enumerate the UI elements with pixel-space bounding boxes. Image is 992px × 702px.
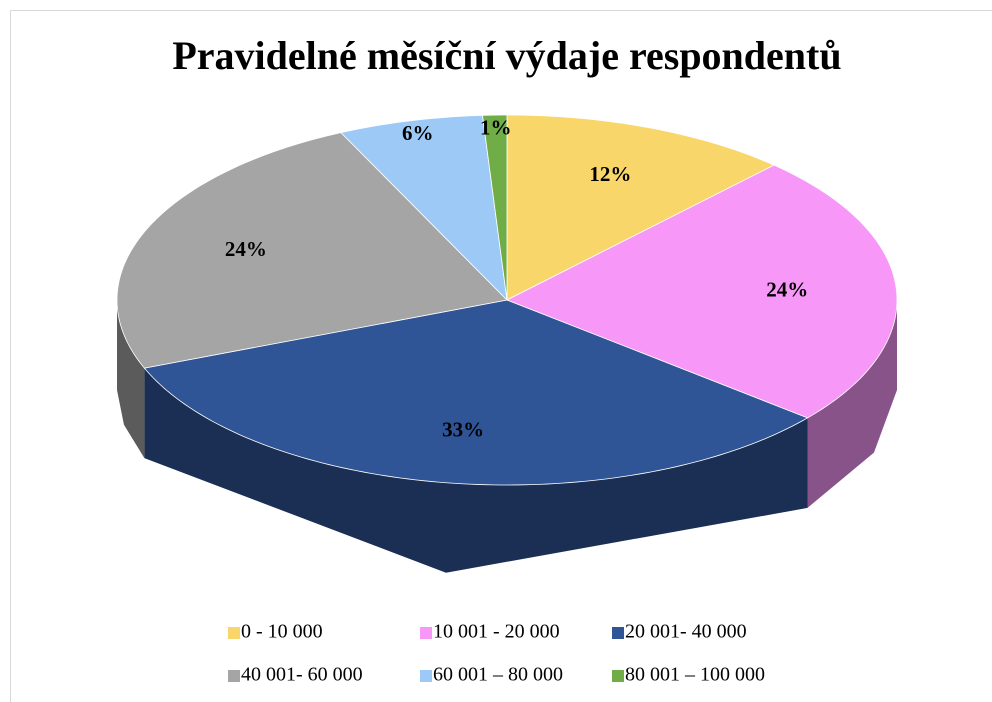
legend-swatch xyxy=(228,627,240,639)
data-label: 6% xyxy=(402,121,434,145)
chart-title: Pravidelné měsíční výdaje respondentů xyxy=(172,33,841,78)
legend-label: 10 001 - 20 000 xyxy=(433,621,560,643)
data-label: 1% xyxy=(480,116,512,140)
pie-slice-side xyxy=(144,368,808,573)
pie-slice-side xyxy=(807,300,897,508)
data-label: 33% xyxy=(442,417,484,441)
pie-slice xyxy=(143,299,809,486)
pie-slice xyxy=(116,132,508,369)
data-label: 24% xyxy=(225,237,267,261)
pie-slice xyxy=(506,114,775,301)
data-label: 24% xyxy=(766,277,808,301)
legend-swatch xyxy=(612,670,624,682)
legend-swatch xyxy=(420,670,432,682)
pie-slice-side xyxy=(117,300,145,459)
legend-swatch xyxy=(228,670,240,682)
pie-slice xyxy=(482,114,508,301)
legend-label: 20 001- 40 000 xyxy=(625,621,747,643)
legend-swatch xyxy=(420,627,432,639)
legend-label: 40 001- 60 000 xyxy=(241,664,363,686)
pie-slice xyxy=(506,164,898,419)
data-label: 12% xyxy=(589,162,631,186)
legend-swatch xyxy=(612,627,624,639)
legend-label: 60 001 – 80 000 xyxy=(433,664,563,686)
legend-label: 0 - 10 000 xyxy=(241,621,323,643)
legend-label: 80 001 – 100 000 xyxy=(625,664,765,686)
pie-slice xyxy=(340,114,508,302)
